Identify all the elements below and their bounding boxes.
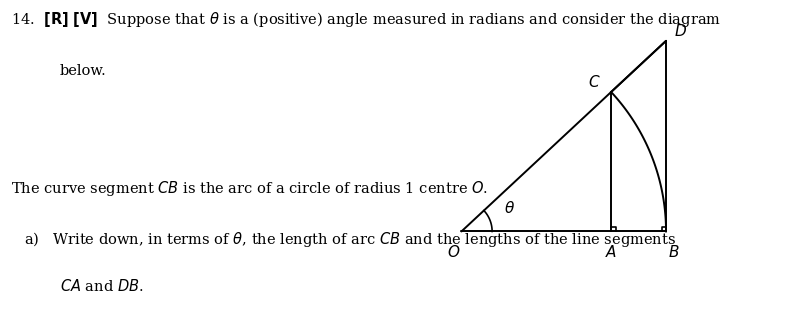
Text: $C$: $C$ — [588, 74, 601, 90]
Text: 14.  $\mathbf{[R]}$ $\mathbf{[V]}$  Suppose that $\theta$ is a (positive) angle : 14. $\mathbf{[R]}$ $\mathbf{[V]}$ Suppos… — [11, 10, 722, 28]
Text: $D$: $D$ — [674, 23, 687, 39]
Text: $B$: $B$ — [669, 244, 680, 260]
Text: a)   Write down, in terms of $\theta$, the length of arc $CB$ and the lengths of: a) Write down, in terms of $\theta$, the… — [24, 230, 676, 249]
Text: $O$: $O$ — [446, 244, 460, 260]
Text: The curve segment $CB$ is the arc of a circle of radius 1 centre $O$.: The curve segment $CB$ is the arc of a c… — [11, 179, 488, 198]
Text: $\theta$: $\theta$ — [503, 200, 514, 216]
Text: $CA$ and $DB$.: $CA$ and $DB$. — [60, 278, 143, 294]
Text: below.: below. — [60, 64, 106, 78]
Text: $A$: $A$ — [605, 244, 618, 260]
